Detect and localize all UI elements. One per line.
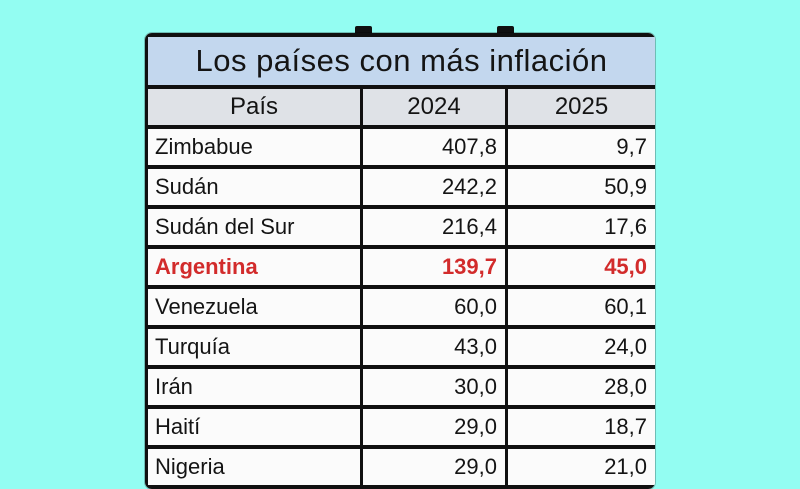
- value-2025-cell: 17,6: [504, 205, 655, 249]
- table-row: Sudán 242,2 50,9: [145, 165, 655, 209]
- value-2024-cell: 29,0: [360, 445, 508, 489]
- country-cell: Argentina: [145, 245, 363, 289]
- table-row: Nigeria 29,0 21,0: [145, 445, 655, 489]
- table-row: Argentina 139,7 45,0: [145, 245, 655, 289]
- column-header-pais: País: [145, 85, 363, 129]
- table-row: Sudán del Sur 216,4 17,6: [145, 205, 655, 249]
- clipped-border-stub: [355, 26, 372, 35]
- country-cell: Haití: [145, 405, 363, 449]
- value-2024-cell: 407,8: [360, 125, 508, 169]
- inflation-data-table: Los países con más inflación País 2024 2…: [145, 33, 655, 489]
- value-2024-cell: 139,7: [360, 245, 508, 289]
- value-2024-cell: 60,0: [360, 285, 508, 329]
- header-row: País 2024 2025: [145, 85, 655, 129]
- table-row: Venezuela 60,0 60,1: [145, 285, 655, 329]
- title-row: Los países con más inflación: [145, 33, 655, 89]
- value-2024-cell: 43,0: [360, 325, 508, 369]
- country-cell: Sudán: [145, 165, 363, 209]
- value-2025-cell: 24,0: [504, 325, 655, 369]
- clipped-border-stub: [497, 26, 514, 35]
- inflation-table: Los países con más inflación País 2024 2…: [145, 33, 655, 489]
- value-2025-cell: 18,7: [504, 405, 655, 449]
- inflation-table-body: Zimbabue 407,8 9,7 Sudán 242,2 50,9 Sudán del …: [145, 125, 655, 489]
- column-header-2025: 2025: [504, 85, 655, 129]
- value-2024-cell: 216,4: [360, 205, 508, 249]
- value-2025-cell: 60,1: [504, 285, 655, 329]
- value-2025-cell: 45,0: [504, 245, 655, 289]
- country-cell: Nigeria: [145, 445, 363, 489]
- table-row: Zimbabue 407,8 9,7: [145, 125, 655, 169]
- table-title: Los países con más inflación: [145, 33, 655, 89]
- table-row: Haití 29,0 18,7: [145, 405, 655, 449]
- page-background: { "page": { "background_color": "#93fdf2…: [145, 26, 655, 489]
- column-header-2024: 2024: [360, 85, 508, 129]
- country-cell: Irán: [145, 365, 363, 409]
- country-cell: Turquía: [145, 325, 363, 369]
- country-cell: Sudán del Sur: [145, 205, 363, 249]
- value-2024-cell: 242,2: [360, 165, 508, 209]
- value-2024-cell: 29,0: [360, 405, 508, 449]
- value-2025-cell: 50,9: [504, 165, 655, 209]
- value-2024-cell: 30,0: [360, 365, 508, 409]
- value-2025-cell: 21,0: [504, 445, 655, 489]
- value-2025-cell: 28,0: [504, 365, 655, 409]
- country-cell: Zimbabue: [145, 125, 363, 169]
- country-cell: Venezuela: [145, 285, 363, 329]
- value-2025-cell: 9,7: [504, 125, 655, 169]
- table-row: Turquía 43,0 24,0: [145, 325, 655, 369]
- table-row: Irán 30,0 28,0: [145, 365, 655, 409]
